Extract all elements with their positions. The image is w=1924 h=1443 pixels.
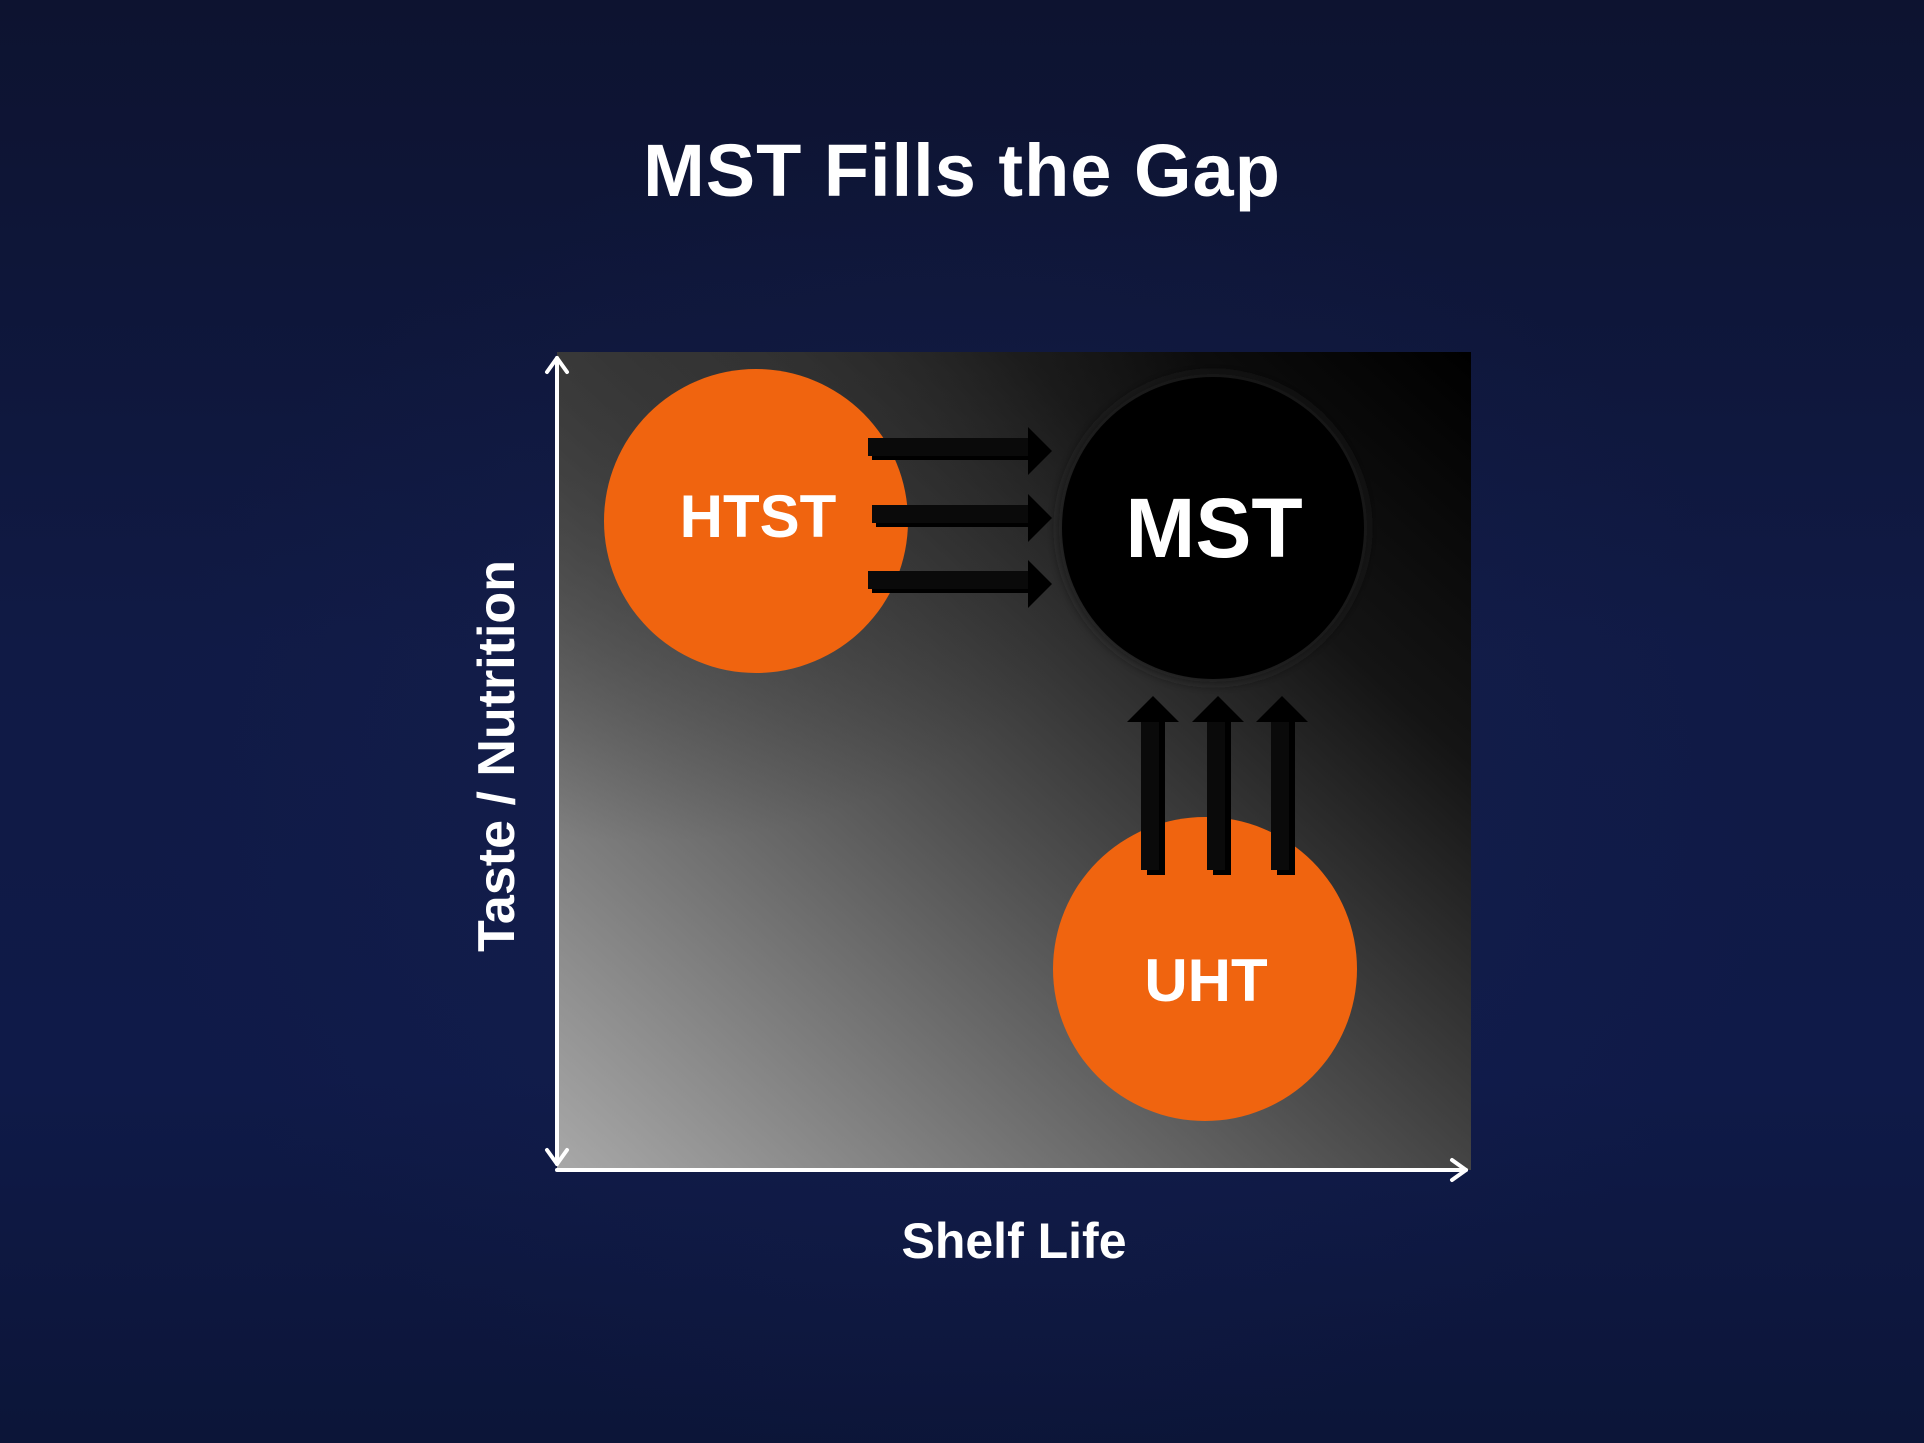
y-axis-label: Taste / Nutrition <box>467 506 527 1006</box>
mst-label: MST <box>1125 481 1302 575</box>
x-axis-label: Shelf Life <box>814 1212 1214 1270</box>
horizontal-arrows <box>868 427 1052 608</box>
vertical-arrows <box>1127 696 1308 875</box>
htst-label: HTST <box>680 483 837 550</box>
uht-label: UHT <box>1144 947 1267 1014</box>
